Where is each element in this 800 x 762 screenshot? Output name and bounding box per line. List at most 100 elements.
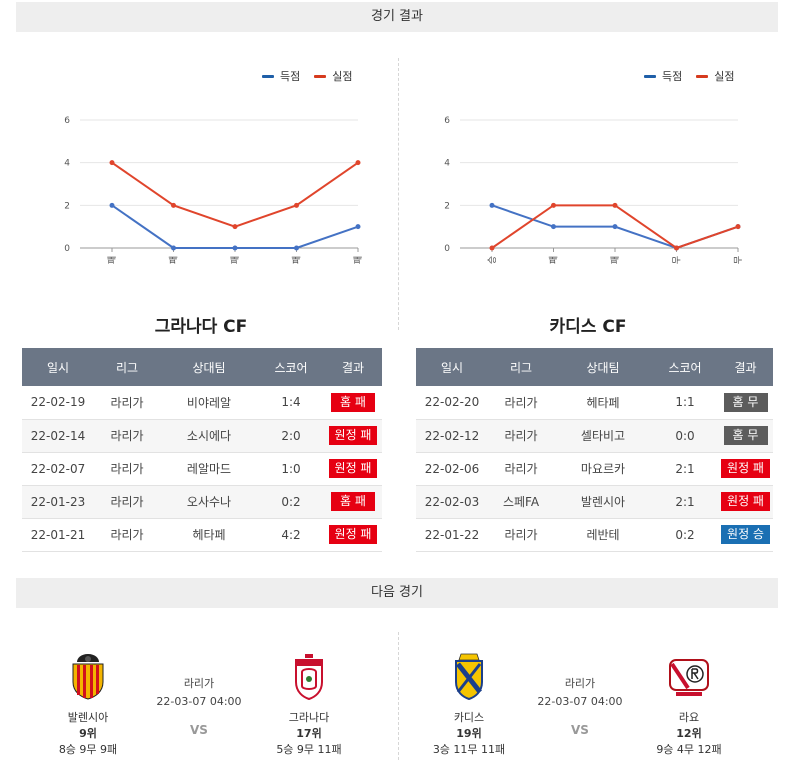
home-team-name: 발렌시아 — [67, 711, 109, 724]
y-tick-label: 6 — [444, 116, 450, 126]
next-section-title: 다음 경기 — [371, 585, 423, 600]
legend-item-scored: 득점 — [644, 68, 682, 84]
home-team-rank: 9위 — [79, 727, 97, 740]
match-league: 라리가 — [488, 419, 554, 453]
table-header-row: 일시 리그 상대팀 스코어 결과 — [416, 348, 773, 386]
column-header: 결과 — [718, 348, 773, 386]
legend-swatch-conceded — [314, 74, 327, 78]
results-table-right: 일시 리그 상대팀 스코어 결과 22-02-20 라리가 헤타페 1:1 홈 무 22-02-1… — [416, 348, 773, 552]
table-row: 22-02-06 라리가 마요르카 2:1 원정 패 — [416, 452, 773, 486]
match-opponent: 셀타비고 — [554, 419, 652, 453]
cadiz-crest-icon — [455, 653, 483, 701]
next-match-league: 라리가 — [183, 677, 215, 690]
match-result-cell: 원정 패 — [324, 419, 382, 453]
home-team-record: 3승 11무 11패 — [432, 743, 506, 756]
column-header: 리그 — [94, 348, 160, 386]
match-score: 0:2 — [652, 518, 718, 552]
legend-swatch-scored — [644, 74, 656, 78]
column-header: 일시 — [22, 348, 94, 386]
result-badge: 홈 패 — [331, 492, 375, 511]
result-badge: 원정 패 — [721, 492, 770, 511]
data-point-scored — [171, 245, 176, 251]
rayo-crest-icon — [669, 659, 709, 696]
legend-item-scored: 득점 — [262, 68, 300, 84]
match-date: 22-02-06 — [416, 452, 488, 486]
legend-item-conceded: 실점 — [696, 68, 735, 84]
team-title-left: 그라나다 CF — [154, 317, 248, 337]
valencia-crest-icon — [72, 654, 104, 700]
data-point-scored — [232, 245, 238, 251]
data-point-conceded — [612, 202, 618, 208]
x-tick-label: 무 — [672, 256, 683, 264]
match-score: 1:1 — [652, 386, 718, 420]
chart-legend-left: 득점 실점 — [262, 68, 353, 84]
match-opponent: 헤타페 — [554, 386, 652, 420]
data-point-conceded — [551, 202, 556, 208]
result-badge: 원정 패 — [328, 459, 378, 478]
match-score: 2:1 — [652, 485, 718, 519]
away-team-rank: 17위 — [296, 727, 322, 740]
match-opponent: 소시에다 — [160, 419, 258, 453]
y-tick-label: 4 — [64, 159, 70, 169]
match-score: 2:0 — [258, 419, 324, 453]
granada-crest-icon — [295, 654, 323, 701]
y-tick-label: 0 — [444, 244, 450, 254]
table-header-row: 일시 리그 상대팀 스코어 결과 — [22, 348, 382, 386]
column-header: 스코어 — [652, 348, 718, 386]
result-badge: 홈 패 — [331, 392, 375, 412]
results-section-title: 경기 결과 — [371, 9, 423, 24]
match-opponent: 오사수나 — [160, 485, 258, 519]
next-match-datetime: 22-03-07 04:00 — [156, 695, 242, 708]
results-table-left: 일시 리그 상대팀 스코어 결과 22-02-19 라리가 비야레알 1:4 홈 패 22-02-… — [22, 348, 382, 552]
next-match-home-team[interactable]: 발렌시아 9위 8승 9무 9패 — [43, 652, 133, 757]
home-team-name: 카디스 — [453, 711, 485, 724]
match-league: 라리가 — [94, 452, 160, 486]
y-tick-label: 0 — [64, 244, 70, 254]
table-row: 22-01-23 라리가 오사수나 0:2 홈 패 — [22, 485, 382, 519]
match-league: 라리가 — [94, 386, 160, 420]
match-result-cell: 원정 패 — [324, 452, 382, 486]
next-section-header: 다음 경기 — [16, 578, 778, 608]
match-score: 4:2 — [258, 518, 324, 552]
match-score: 1:4 — [258, 386, 324, 420]
match-score: 0:2 — [258, 485, 324, 519]
result-badge: 원정 승 — [721, 525, 770, 544]
x-tick-label: 패 — [230, 256, 241, 264]
match-score: 1:0 — [258, 452, 324, 486]
match-opponent: 비야레알 — [160, 386, 258, 420]
next-match-info: 라리가 22-03-07 04:00 — [525, 675, 635, 708]
match-league: 라리가 — [94, 419, 160, 453]
vs-label: VS — [571, 723, 589, 737]
next-match-away-team[interactable]: 그라나다 17위 5승 9무 11패 — [264, 652, 354, 757]
data-point-scored — [489, 202, 495, 208]
data-point-conceded — [232, 224, 238, 230]
away-team-record: 9승 4무 12패 — [656, 743, 722, 756]
form-chart-right: 0 2 4 6 승 패 패 무 무 — [444, 116, 744, 264]
match-opponent: 발렌시아 — [554, 485, 652, 519]
match-result-cell: 홈 무 — [718, 386, 773, 420]
data-point-scored — [109, 202, 115, 208]
result-badge: 홈 무 — [723, 426, 768, 445]
match-date: 22-02-12 — [416, 419, 488, 453]
match-result-cell: 홈 무 — [718, 419, 773, 453]
match-result-cell: 홈 패 — [324, 485, 382, 519]
match-league: 라리가 — [488, 452, 554, 486]
data-point-conceded — [735, 224, 741, 230]
away-team-name: 그라나다 — [288, 711, 330, 724]
table-row: 22-01-22 라리가 레반테 0:2 원정 승 — [416, 518, 773, 552]
match-result-cell: 원정 승 — [718, 518, 773, 552]
legend-label-scored: 득점 — [662, 70, 683, 83]
x-tick-label: 패 — [169, 256, 180, 264]
match-date: 22-01-22 — [416, 518, 488, 552]
column-header: 결과 — [324, 348, 382, 386]
match-date: 22-02-20 — [416, 386, 488, 420]
results-section-header: 경기 결과 — [16, 2, 778, 32]
team-title-right: 카디스 CF — [549, 317, 627, 337]
match-date: 22-02-14 — [22, 419, 94, 453]
table-row: 22-02-12 라리가 셀타비고 0:0 홈 무 — [416, 419, 773, 453]
next-match-away-team[interactable]: 라요 12위 9승 4무 12패 — [644, 652, 734, 757]
next-match-home-team[interactable]: 카디스 19위 3승 11무 11패 — [424, 652, 514, 757]
match-league: 라리가 — [94, 518, 160, 552]
legend-label-conceded: 실점 — [332, 70, 353, 83]
x-tick-label: 패 — [610, 256, 621, 264]
